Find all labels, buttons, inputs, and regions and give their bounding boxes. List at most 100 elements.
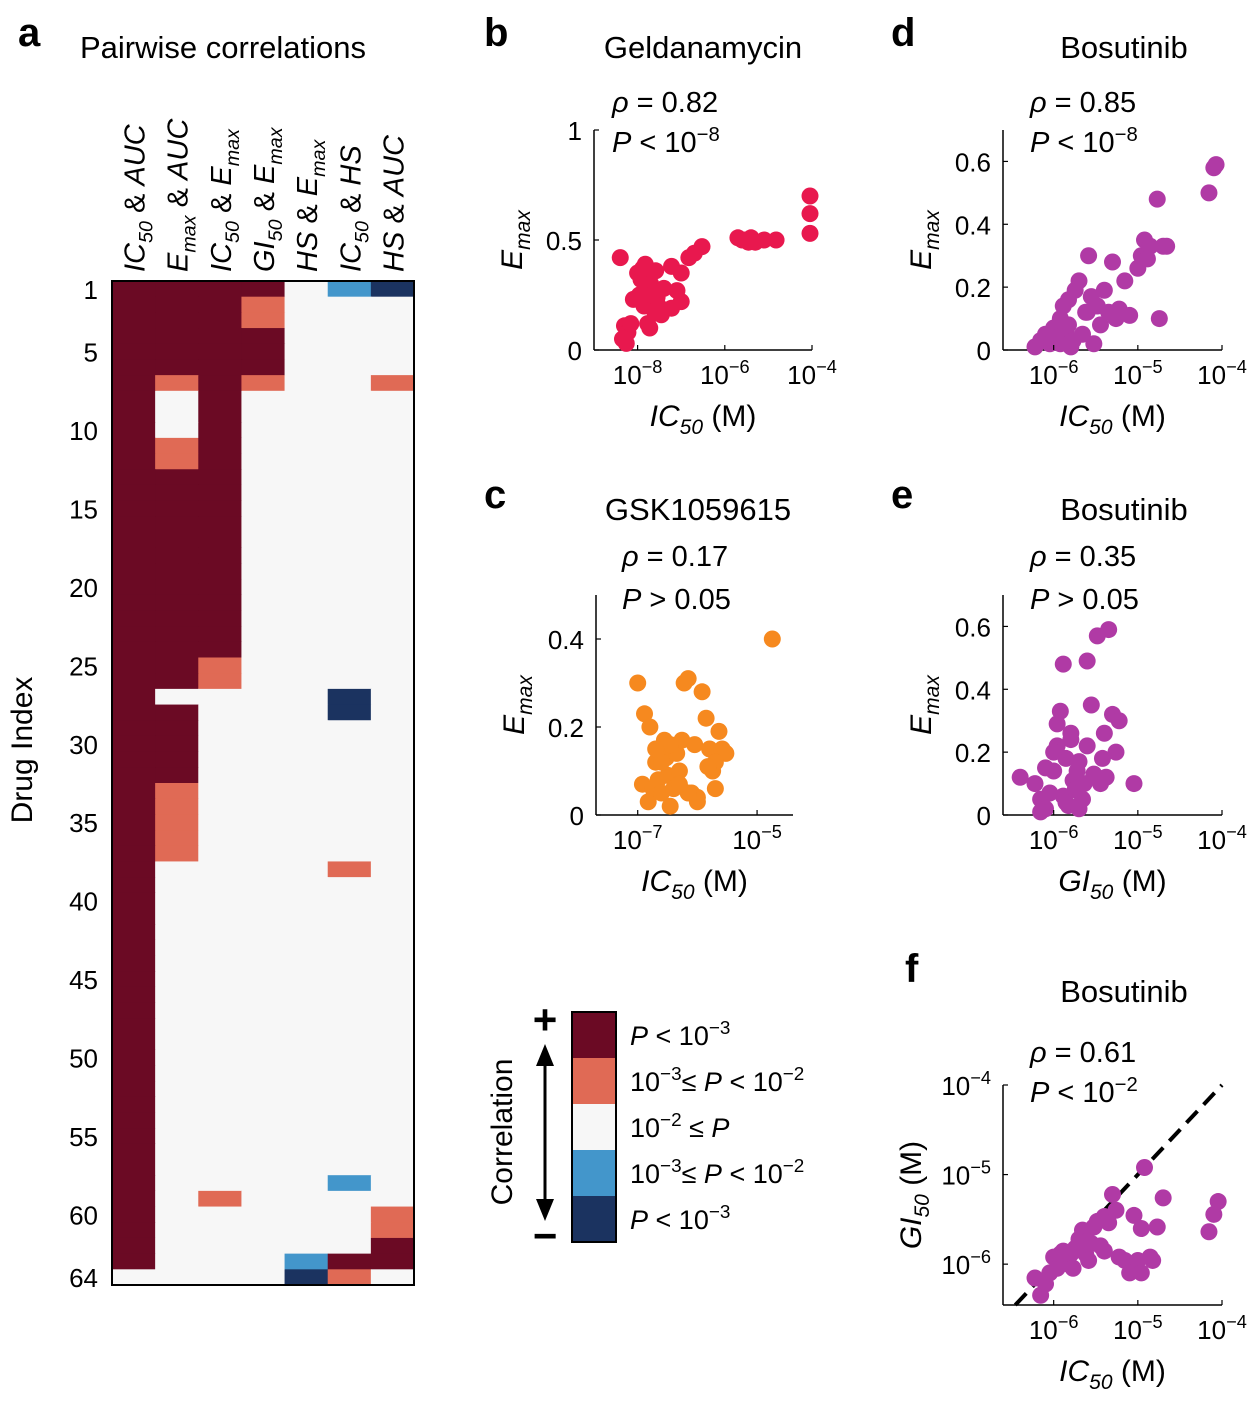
heatmap-cell — [112, 955, 156, 972]
heatmap-cell — [284, 986, 329, 1004]
rho-statistic: ρ = 0.82 — [611, 87, 718, 119]
heatmap-cell — [155, 657, 199, 674]
heatmap-cell — [327, 1253, 372, 1270]
heatmap-cell — [327, 1143, 372, 1161]
heatmap-cell — [284, 939, 329, 957]
heatmap-cell — [241, 579, 286, 596]
heatmap-cell — [370, 328, 415, 345]
legend-frame — [571, 1011, 617, 1243]
heatmap-cell — [198, 1096, 243, 1114]
heatmap-cell — [112, 751, 156, 768]
heatmap-cell — [370, 688, 415, 706]
p-value-statistic: P < 10−2 — [1030, 1074, 1138, 1109]
heatmap-frame — [111, 280, 415, 1286]
heatmap-cell — [241, 877, 286, 894]
heatmap-cell — [370, 594, 415, 612]
data-point — [1051, 1245, 1069, 1263]
heatmap-cell — [327, 673, 372, 690]
heatmap-cell — [370, 783, 415, 800]
heatmap-cell — [327, 484, 372, 502]
heatmap-cell — [327, 892, 372, 910]
data-point — [1138, 250, 1156, 268]
heatmap-cell — [284, 1237, 329, 1255]
heatmap-cell — [198, 610, 243, 627]
data-point — [1032, 803, 1050, 821]
heatmap-cell — [284, 814, 329, 831]
heatmap-cell — [198, 343, 243, 361]
heatmap-cell — [198, 328, 243, 345]
data-point — [672, 264, 690, 282]
heatmap-cell — [370, 406, 415, 423]
heatmap-cell — [112, 704, 156, 721]
data-point — [1068, 762, 1086, 780]
heatmap-cell — [327, 1159, 372, 1176]
heatmap-cell — [327, 594, 372, 612]
heatmap-cell — [112, 312, 156, 329]
heatmap-cell — [112, 1049, 156, 1066]
heatmap-ylabel: Drug Index — [6, 677, 39, 824]
data-point — [611, 249, 629, 267]
heatmap-row-tick: 15 — [69, 494, 98, 524]
heatmap-cell — [198, 375, 243, 392]
heatmap-cell — [155, 1049, 199, 1066]
heatmap-cell — [155, 845, 199, 863]
heatmap-cell — [370, 1237, 415, 1255]
data-point — [1144, 1251, 1162, 1269]
heatmap-cell — [112, 500, 156, 517]
heatmap-cell — [241, 971, 286, 988]
legend-axis-label: Correlation — [486, 1059, 519, 1206]
heatmap-cell — [155, 312, 199, 329]
heatmap-column-label: IC50 & AUC — [120, 123, 158, 272]
heatmap-cell — [112, 390, 156, 408]
heatmap-cell — [198, 516, 243, 533]
heatmap-cell — [198, 688, 243, 706]
y-tick-label: 10−5 — [941, 1158, 991, 1191]
heatmap-cell — [198, 986, 243, 1004]
heatmap-cell — [284, 1128, 329, 1145]
heatmap-cell — [370, 767, 415, 784]
heatmap-cell — [327, 986, 372, 1004]
heatmap-column-label: IC50 & Emax — [206, 128, 244, 272]
data-point — [661, 736, 679, 754]
heatmap-cell — [241, 1096, 286, 1114]
data-point — [643, 286, 661, 304]
heatmap-row-tick: 40 — [69, 887, 98, 917]
heatmap-cell — [284, 1206, 329, 1223]
heatmap-cell — [155, 892, 199, 910]
data-point — [701, 740, 719, 758]
heatmap-cell — [112, 1096, 156, 1114]
heatmap-cell — [241, 939, 286, 957]
heatmap-cell — [198, 1253, 243, 1270]
heatmap-cell — [284, 735, 329, 753]
heatmap-cell — [155, 1175, 199, 1192]
heatmap-cell — [198, 955, 243, 972]
heatmap-cell — [370, 955, 415, 972]
heatmap-cell — [370, 422, 415, 439]
heatmap-cell — [284, 563, 329, 580]
heatmap-cell — [112, 422, 156, 439]
heatmap-cell — [327, 767, 372, 784]
heatmap-row-tick: 35 — [69, 808, 98, 838]
heatmap-cell — [284, 532, 329, 549]
scatter-panel-3: 10−6 10−5 10−4 0 0.2 0.4 0.6 IC50 (M) Emax ρ = 0.… — [905, 87, 1247, 439]
heatmap-cell — [241, 500, 286, 517]
data-point — [1078, 652, 1096, 670]
legend-swatch — [572, 1012, 616, 1058]
data-point — [1125, 775, 1143, 793]
data-point — [1116, 272, 1134, 290]
heatmap-cell — [370, 281, 415, 298]
heatmap-cell — [327, 1190, 372, 1208]
heatmap-cell — [241, 830, 286, 847]
y-tick-label: 0 — [570, 801, 584, 831]
heatmap-cell — [198, 641, 243, 659]
data-point — [1080, 1251, 1098, 1269]
heatmap-cell — [241, 1143, 286, 1161]
heatmap-cell — [327, 908, 372, 925]
data-point — [647, 740, 665, 758]
heatmap-cell — [241, 406, 286, 423]
heatmap-cell — [370, 1002, 415, 1019]
heatmap-cell — [112, 437, 156, 455]
heatmap-cell — [112, 579, 156, 596]
heatmap-cell — [327, 704, 372, 721]
